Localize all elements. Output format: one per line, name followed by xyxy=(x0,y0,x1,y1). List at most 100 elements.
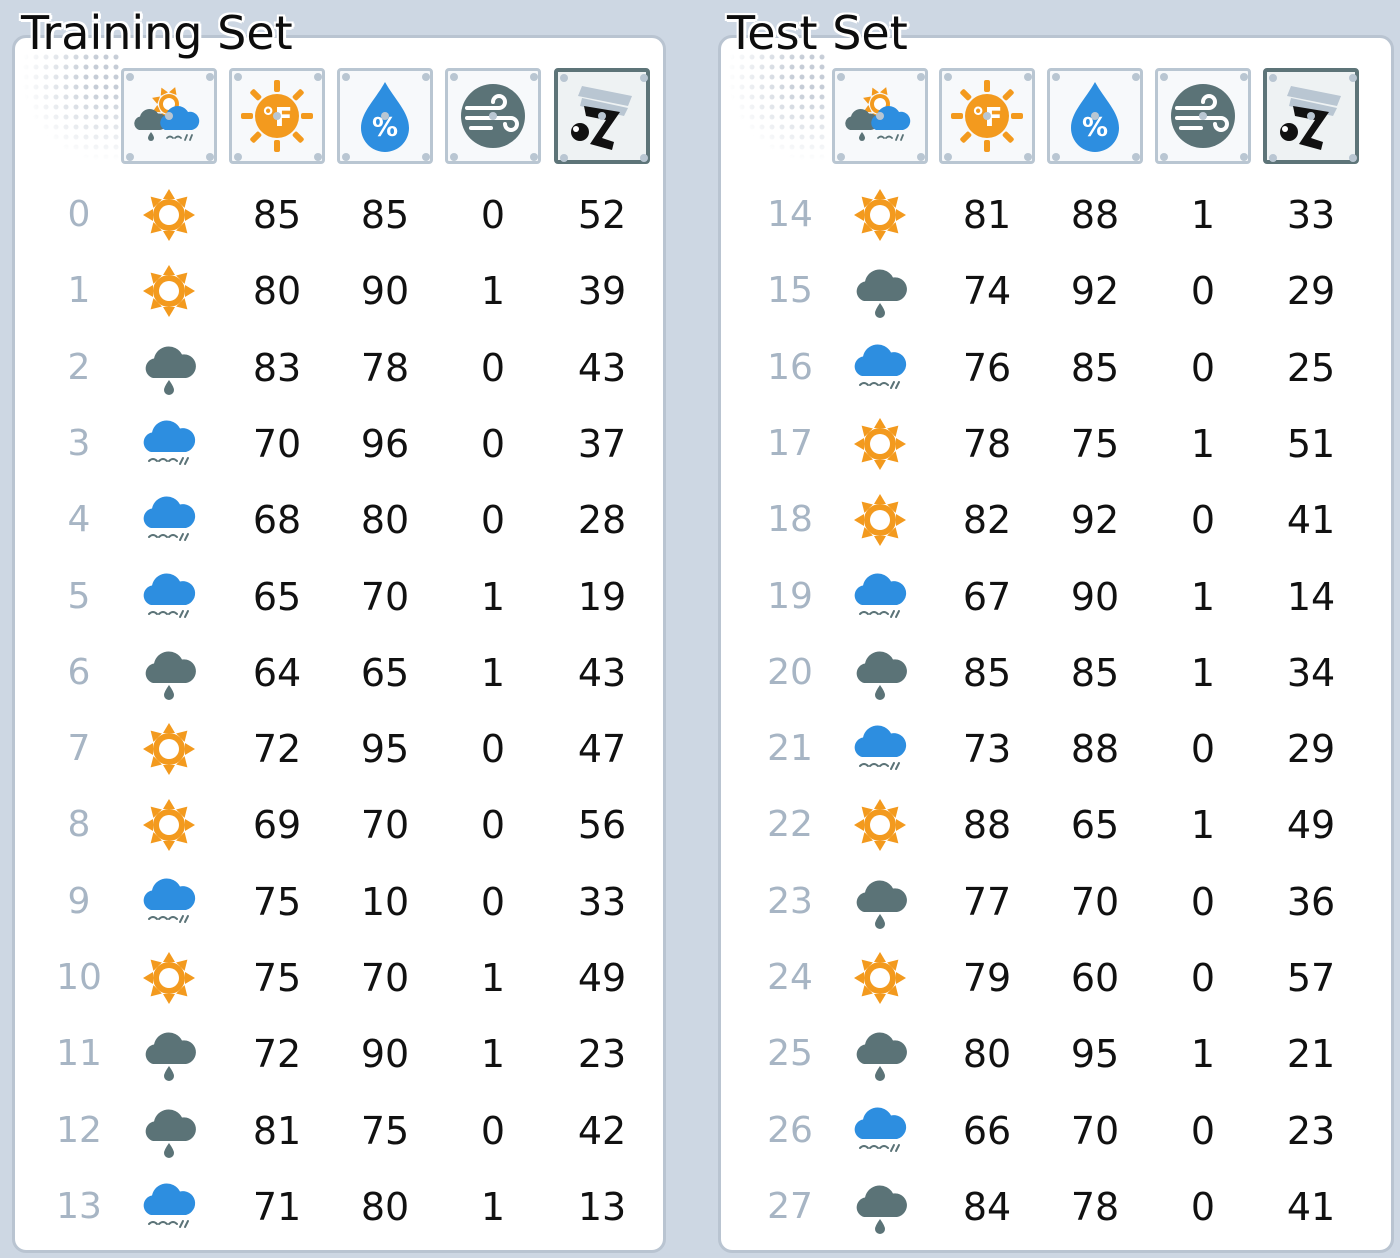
play-value: 36 xyxy=(1286,879,1336,924)
play-value: 34 xyxy=(1286,650,1336,695)
table-row: 6 64 65 1 43 xyxy=(15,643,663,703)
play-value: 49 xyxy=(1286,803,1336,848)
temp-value: 88 xyxy=(962,803,1012,848)
humidity-value: 90 xyxy=(360,269,410,314)
humidity-value: 80 xyxy=(360,1184,410,1229)
temp-value: 68 xyxy=(252,498,302,543)
table-row: 17 78 75 1 51 xyxy=(721,414,1391,474)
table-row: 12 81 75 0 42 xyxy=(15,1101,663,1161)
table-row: 11 72 90 1 23 xyxy=(15,1024,663,1084)
column-header-wind[interactable] xyxy=(1155,68,1251,164)
play-value: 42 xyxy=(577,1108,627,1153)
column-header-humidity[interactable]: % xyxy=(337,68,433,164)
temp-value: 78 xyxy=(962,421,1012,466)
column-header-wind[interactable] xyxy=(445,68,541,164)
windy-value: 1 xyxy=(1190,1032,1216,1077)
play-value: 57 xyxy=(1286,956,1336,1000)
windy-value: 1 xyxy=(1190,193,1216,237)
column-header-outlook[interactable] xyxy=(121,68,217,164)
humidity-value: 90 xyxy=(360,1032,410,1077)
temp-value: 70 xyxy=(252,421,302,466)
table-row: 22 88 65 1 49 xyxy=(721,795,1391,855)
row-index: 3 xyxy=(67,422,91,464)
row-index: 13 xyxy=(56,1185,102,1227)
rainy-icon xyxy=(139,1101,199,1161)
rainy-icon xyxy=(139,1024,199,1084)
humidity-value: 95 xyxy=(1070,1032,1120,1077)
temp-value: 85 xyxy=(252,193,302,237)
overcast-icon xyxy=(139,414,199,474)
windy-value: 1 xyxy=(1190,803,1216,848)
column-header-humidity[interactable]: % xyxy=(1047,68,1143,164)
sunny-icon xyxy=(139,185,199,245)
temp-value: 82 xyxy=(962,498,1012,543)
temp-value: 73 xyxy=(962,727,1012,772)
table-row: 0 85 85 0 52 xyxy=(15,185,663,245)
temp-value: 81 xyxy=(962,193,1012,237)
sunny-icon xyxy=(850,948,910,1008)
wind-icon xyxy=(1163,76,1243,156)
windy-value: 0 xyxy=(1190,345,1216,390)
humidity-icon: % xyxy=(345,76,425,156)
dot-pattern-decoration xyxy=(727,52,827,162)
play-value: 43 xyxy=(577,345,627,390)
play-value: 23 xyxy=(1286,1108,1336,1153)
humidity-value: 78 xyxy=(1070,1184,1120,1229)
overcast-icon xyxy=(850,1101,910,1161)
table-row: 8 69 70 0 56 xyxy=(15,795,663,855)
humidity-value: 95 xyxy=(360,727,410,772)
windy-value: 1 xyxy=(480,574,506,619)
row-index: 17 xyxy=(767,422,813,464)
row-index: 16 xyxy=(767,346,813,388)
row-index: 2 xyxy=(67,346,91,388)
table-row: 27 84 78 0 41 xyxy=(721,1177,1391,1237)
outlook-icon xyxy=(129,76,209,156)
column-header-temperature[interactable]: °F xyxy=(939,68,1035,164)
humidity-value: 90 xyxy=(1070,574,1120,619)
temperature-icon: °F xyxy=(237,76,317,156)
column-header-temperature[interactable]: °F xyxy=(229,68,325,164)
row-index: 12 xyxy=(56,1109,102,1151)
play-value: 41 xyxy=(1286,498,1336,543)
dot-pattern-decoration xyxy=(21,52,121,162)
temp-value: 67 xyxy=(962,574,1012,619)
temp-value: 83 xyxy=(252,345,302,390)
golf-play-icon xyxy=(562,76,642,156)
column-header-golf-play[interactable] xyxy=(1263,68,1359,164)
temp-value: 80 xyxy=(962,1032,1012,1077)
row-index: 14 xyxy=(767,194,813,235)
humidity-value: 88 xyxy=(1070,193,1120,237)
column-header-golf-play[interactable] xyxy=(554,68,650,164)
windy-value: 0 xyxy=(1190,1184,1216,1229)
humidity-value: 70 xyxy=(360,956,410,1000)
row-index: 5 xyxy=(67,575,91,617)
windy-value: 0 xyxy=(1190,727,1216,772)
play-value: 23 xyxy=(577,1032,627,1077)
row-index: 1 xyxy=(67,270,91,312)
table-row: 9 75 10 0 33 xyxy=(15,872,663,932)
outlook-icon xyxy=(840,76,920,156)
row-index: 0 xyxy=(67,194,91,235)
temp-value: 74 xyxy=(962,269,1012,314)
temp-value: 64 xyxy=(252,650,302,695)
temperature-icon: °F xyxy=(947,76,1027,156)
table-row: 19 67 90 1 14 xyxy=(721,567,1391,627)
sunny-icon xyxy=(139,795,199,855)
column-header-outlook[interactable] xyxy=(832,68,928,164)
humidity-value: 70 xyxy=(360,574,410,619)
table-row: 5 65 70 1 19 xyxy=(15,567,663,627)
humidity-icon: % xyxy=(1055,76,1135,156)
temp-value: 72 xyxy=(252,1032,302,1077)
table-row: 23 77 70 0 36 xyxy=(721,872,1391,932)
row-index: 11 xyxy=(56,1033,102,1075)
play-value: 51 xyxy=(1286,421,1336,466)
table-row: 3 70 96 0 37 xyxy=(15,414,663,474)
row-index: 20 xyxy=(767,651,813,693)
sunny-icon xyxy=(139,719,199,779)
humidity-value: 80 xyxy=(360,498,410,543)
windy-value: 1 xyxy=(480,269,506,314)
play-value: 43 xyxy=(577,650,627,695)
humidity-value: 92 xyxy=(1070,498,1120,543)
humidity-value: 65 xyxy=(360,650,410,695)
sunny-icon xyxy=(139,948,199,1008)
